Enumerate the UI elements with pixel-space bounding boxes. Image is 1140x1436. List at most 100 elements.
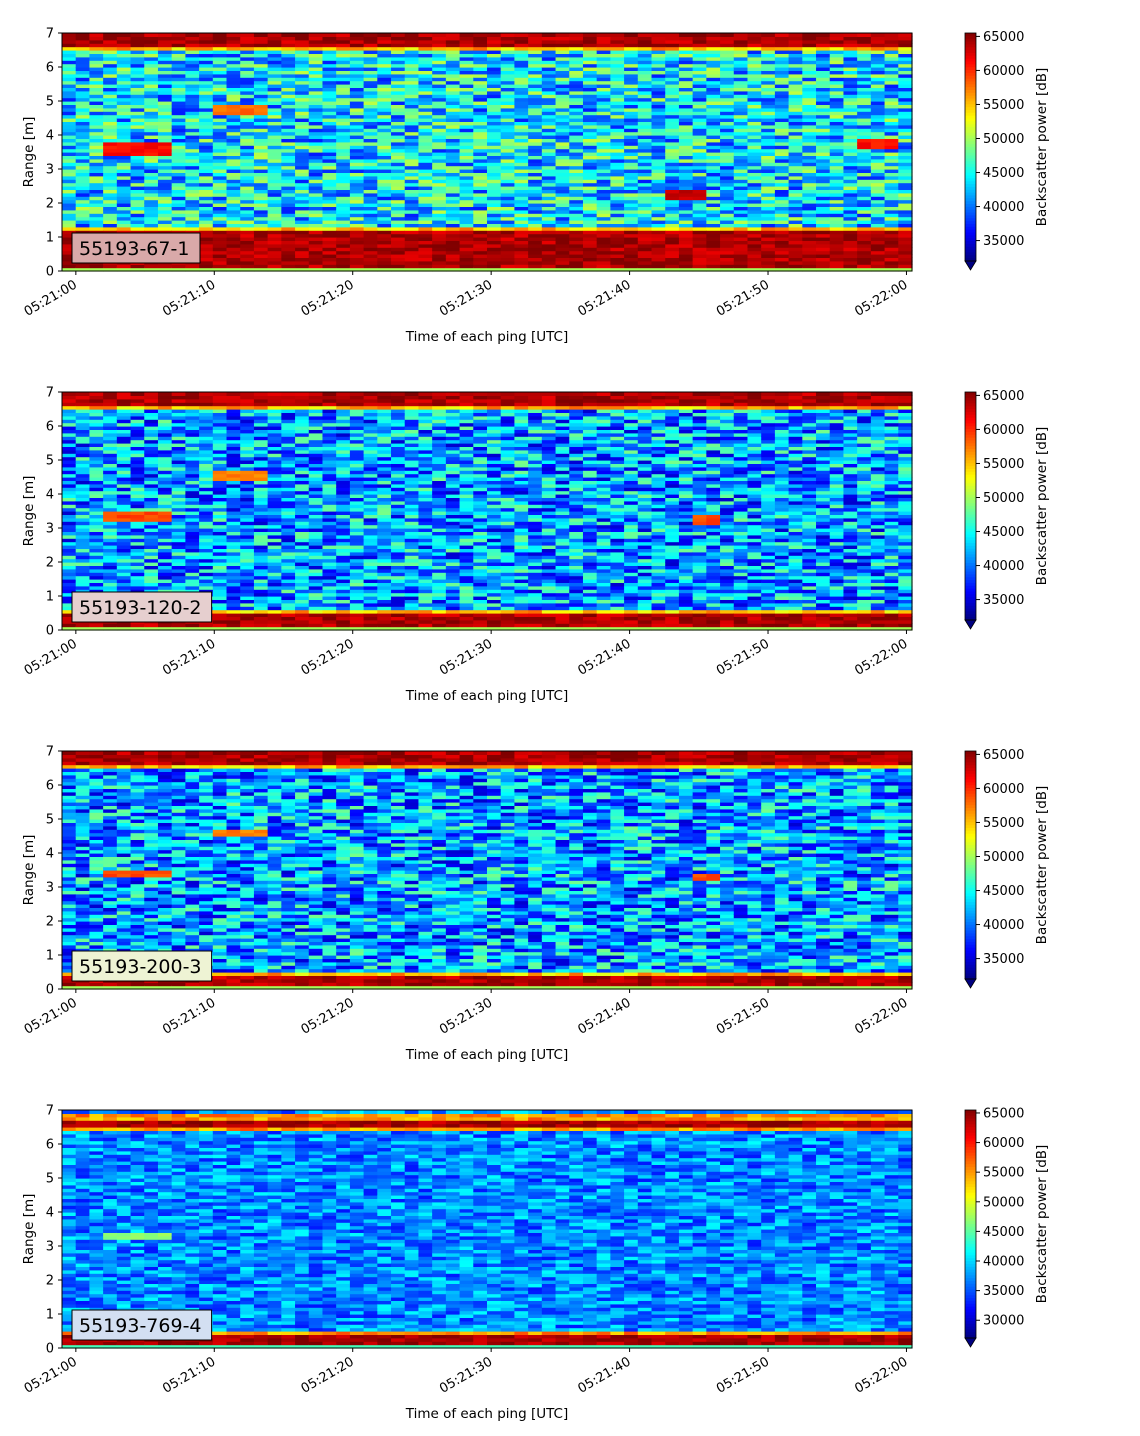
heatmap-cell: [459, 206, 474, 211]
heatmap-cell: [363, 172, 378, 177]
heatmap-cell: [870, 141, 886, 146]
heatmap-cell: [514, 196, 529, 201]
heatmap-cell: [624, 36, 639, 41]
heatmap-cell: [116, 152, 132, 156]
heatmap-cell: [404, 56, 420, 61]
heatmap-cell: [596, 141, 611, 146]
heatmap-cell: [363, 73, 378, 78]
heatmap-cell: [185, 73, 200, 78]
heatmap-cell: [226, 257, 241, 262]
heatmap-cell: [240, 50, 255, 54]
heatmap-cell: [363, 237, 378, 241]
heatmap-cell: [199, 141, 214, 146]
heatmap-cell: [171, 131, 186, 136]
heatmap-cell: [514, 148, 529, 153]
heatmap-cell: [75, 141, 91, 146]
heatmap-cell: [130, 77, 145, 82]
heatmap-cell: [349, 162, 365, 167]
heatmap-cell: [528, 111, 543, 116]
heatmap-cell: [459, 70, 474, 75]
heatmap-cell: [610, 70, 625, 75]
heatmap-cell: [487, 230, 502, 235]
heatmap-cell: [308, 199, 324, 204]
heatmap-cell: [116, 267, 132, 272]
heatmap-cell: [541, 145, 557, 150]
heatmap-cell: [829, 209, 845, 214]
heatmap-cell: [89, 121, 104, 126]
heatmap-cell: [404, 114, 420, 119]
heatmap-cell: [459, 84, 474, 88]
heatmap-cell: [130, 206, 145, 211]
heatmap-cell: [391, 264, 406, 269]
heatmap-cell: [528, 254, 543, 258]
heatmap-cell: [103, 487, 118, 492]
heatmap-cell: [610, 220, 625, 224]
heatmap-cell: [295, 220, 310, 224]
heatmap-cell: [432, 124, 447, 129]
heatmap-cell: [404, 50, 420, 54]
heatmap-cell: [582, 63, 598, 68]
heatmap-cell: [226, 36, 241, 41]
heatmap-cell: [226, 84, 241, 88]
heatmap-cell: [596, 39, 611, 44]
heatmap-cell: [404, 155, 420, 160]
heatmap-cell: [240, 138, 255, 143]
heatmap-cell: [445, 169, 461, 173]
heatmap-cell: [555, 254, 570, 258]
heatmap-cell: [555, 135, 570, 139]
heatmap-cell: [596, 114, 611, 119]
heatmap-cell: [89, 172, 104, 177]
heatmap-cell: [116, 46, 132, 51]
heatmap-cell: [624, 172, 639, 177]
heatmap-cell: [322, 84, 337, 88]
heatmap-cell: [295, 216, 310, 221]
heatmap-cell: [89, 33, 104, 37]
heatmap-cell: [473, 114, 488, 119]
heatmap-cell: [541, 206, 557, 211]
heatmap-cell: [267, 243, 282, 248]
heatmap-cell: [610, 199, 625, 204]
heatmap-cell: [240, 104, 255, 109]
heatmap-cell: [144, 186, 159, 190]
heatmap-cell: [185, 101, 200, 105]
heatmap-cell: [89, 487, 104, 492]
heatmap-cell: [267, 199, 282, 204]
heatmap-cell: [678, 148, 694, 153]
heatmap-cell: [445, 63, 461, 68]
heatmap-cell: [445, 145, 461, 150]
heatmap-cell: [610, 182, 625, 187]
heatmap-cell: [363, 80, 378, 85]
heatmap-cell: [692, 209, 707, 214]
heatmap-cell: [487, 267, 502, 272]
heatmap-cell: [295, 128, 310, 133]
heatmap-cell: [89, 145, 104, 150]
heatmap-cell: [582, 165, 598, 170]
heatmap-cell: [308, 254, 324, 258]
heatmap-cell: [843, 250, 858, 255]
heatmap-cell: [418, 206, 433, 211]
heatmap-cell: [445, 172, 461, 177]
heatmap-cell: [116, 39, 132, 44]
heatmap-cell: [171, 39, 186, 44]
heatmap-cell: [404, 175, 420, 180]
heatmap-cell: [363, 90, 378, 95]
heatmap-cell: [555, 97, 570, 102]
heatmap-cell: [226, 250, 241, 255]
heatmap-cell: [528, 260, 543, 265]
heatmap-cell: [733, 175, 749, 180]
heatmap-cell: [89, 230, 104, 235]
heatmap-cell: [226, 172, 241, 177]
heatmap-cell: [377, 131, 392, 136]
heatmap-cell: [62, 114, 77, 119]
heatmap-cell: [253, 165, 269, 170]
heatmap-cell: [500, 209, 516, 214]
heatmap-cell: [528, 247, 543, 252]
heatmap-cell: [253, 33, 269, 37]
heatmap-cell: [569, 186, 584, 190]
heatmap-cell: [843, 264, 858, 269]
heatmap-cell: [75, 128, 91, 133]
heatmap-cell: [596, 56, 611, 61]
heatmap-cell: [624, 131, 639, 136]
heatmap-cell: [336, 148, 351, 153]
heatmap-cell: [610, 226, 625, 231]
